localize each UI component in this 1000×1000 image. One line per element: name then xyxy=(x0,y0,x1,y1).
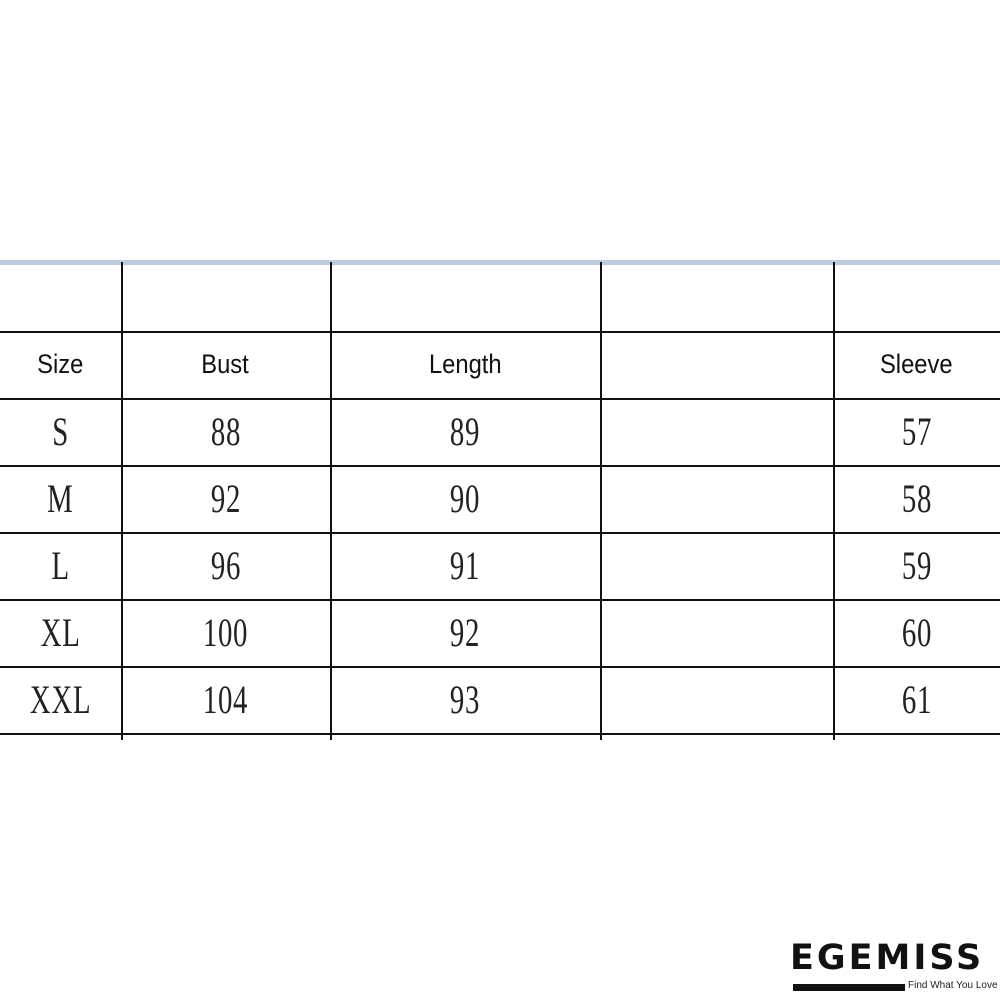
cell-value: 93 xyxy=(449,677,481,722)
cell-value: XXL xyxy=(29,677,92,722)
row-divider xyxy=(0,331,1000,333)
column-header: Bust xyxy=(201,349,250,379)
cell-value: 96 xyxy=(210,543,241,588)
table-cell: 90 xyxy=(330,465,600,532)
cell-value: 92 xyxy=(210,476,241,521)
table-cell: 92 xyxy=(330,599,600,666)
cell-value: L xyxy=(51,543,70,588)
table-cell: 88 xyxy=(121,398,330,465)
brand-logo: EGEMISS Find What You Love xyxy=(790,938,998,991)
cell-value: XL xyxy=(40,610,81,655)
cell-value: 91 xyxy=(449,543,481,588)
cell-value: 89 xyxy=(449,409,481,454)
table-cell: Bust xyxy=(121,331,330,398)
cell-value: 59 xyxy=(901,543,932,588)
cell-value: 58 xyxy=(901,476,932,521)
column-divider xyxy=(330,262,332,740)
column-header: Length xyxy=(428,349,502,379)
table-cell xyxy=(600,398,833,465)
table-cell: 89 xyxy=(330,398,600,465)
cell-value: 100 xyxy=(202,610,249,655)
cell-value: 88 xyxy=(210,409,241,454)
table-cell: XL xyxy=(0,599,121,666)
row-divider xyxy=(0,465,1000,467)
logo-bar xyxy=(793,984,905,991)
table-cell: 96 xyxy=(121,532,330,599)
table-cell: 59 xyxy=(833,532,1000,599)
table-cell: 91 xyxy=(330,532,600,599)
column-divider xyxy=(121,262,123,740)
cell-value: 90 xyxy=(449,476,481,521)
table-cell xyxy=(600,465,833,532)
cell-value: 60 xyxy=(901,610,932,655)
column-divider xyxy=(600,262,602,740)
table-cell: S xyxy=(0,398,121,465)
cell-value: M xyxy=(47,476,74,521)
row-divider xyxy=(0,599,1000,601)
table-cell xyxy=(600,532,833,599)
cell-value: 104 xyxy=(202,677,249,722)
table-cell: 104 xyxy=(121,666,330,733)
logo-name: EGEMISS xyxy=(790,938,985,978)
row-divider xyxy=(0,532,1000,534)
table-cell: 92 xyxy=(121,465,330,532)
cell-value: 57 xyxy=(901,409,932,454)
table-cell xyxy=(600,599,833,666)
table-cell: XXL xyxy=(0,666,121,733)
table-cell: 60 xyxy=(833,599,1000,666)
table-cell xyxy=(600,666,833,733)
column-divider xyxy=(833,262,835,740)
cell-value: 92 xyxy=(449,610,481,655)
table-top-border xyxy=(0,260,1000,265)
table-cell: Sleeve xyxy=(833,331,1000,398)
table-cell: M xyxy=(0,465,121,532)
table-cell: 58 xyxy=(833,465,1000,532)
cell-value: 61 xyxy=(901,677,932,722)
table-cell: L xyxy=(0,532,121,599)
table-cell: 61 xyxy=(833,666,1000,733)
row-divider xyxy=(0,398,1000,400)
logo-tagline: Find What You Love xyxy=(908,980,998,991)
column-header: Sleeve xyxy=(880,349,953,379)
column-header: Size xyxy=(37,349,84,379)
table-cell: 57 xyxy=(833,398,1000,465)
table-cell xyxy=(600,331,833,398)
table-cell: Size xyxy=(0,331,121,398)
table-cell: 93 xyxy=(330,666,600,733)
row-divider xyxy=(0,666,1000,668)
row-divider xyxy=(0,733,1000,735)
table-cell: 100 xyxy=(121,599,330,666)
cell-value: S xyxy=(52,409,69,454)
table-cell: Length xyxy=(330,331,600,398)
